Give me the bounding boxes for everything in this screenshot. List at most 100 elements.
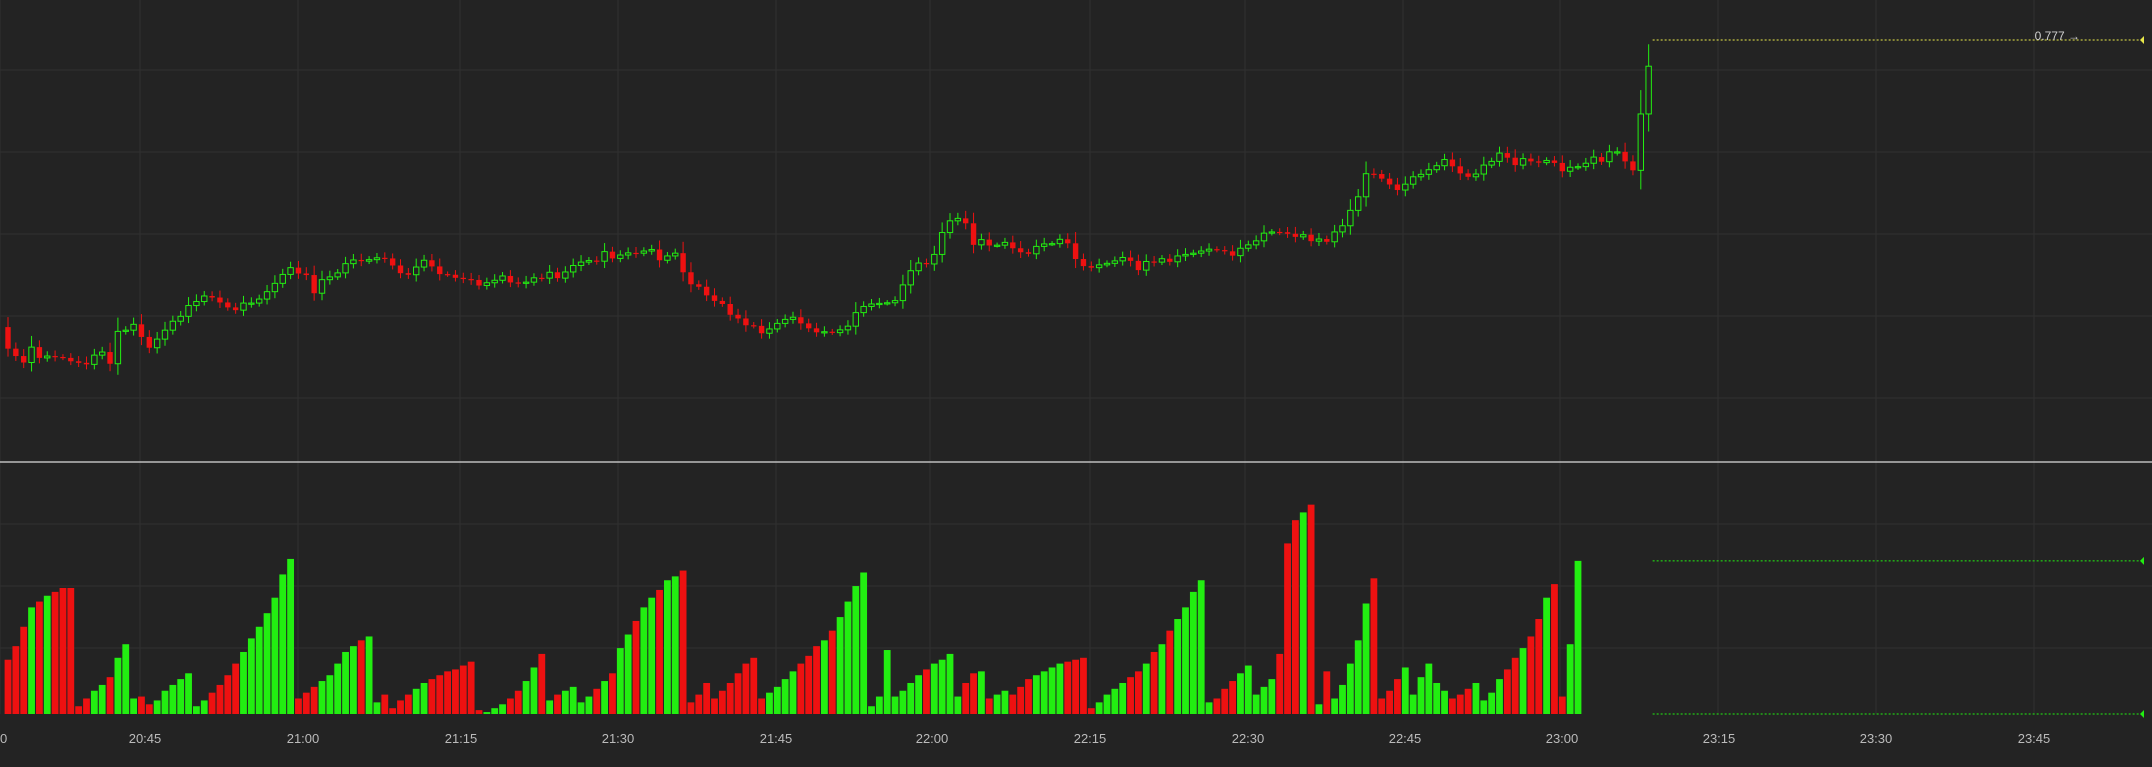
candle-up — [1315, 238, 1323, 242]
volume-bar — [978, 671, 985, 714]
volume-bar — [805, 655, 813, 714]
volume-bar — [12, 646, 20, 714]
grid — [0, 0, 2152, 714]
volume-bar — [216, 684, 224, 714]
volume-bar — [1409, 694, 1417, 714]
last-volume-marker — [2140, 556, 2144, 565]
candle-down — [1151, 261, 1157, 263]
candle-up — [946, 220, 954, 234]
candle-up — [562, 271, 569, 279]
candle-up — [1402, 183, 1409, 191]
candle-down — [735, 314, 741, 319]
candle-up — [836, 329, 844, 334]
volume-bar — [773, 686, 781, 714]
volume-bar — [1189, 591, 1197, 714]
volume-bar — [789, 671, 797, 714]
candle-up — [954, 217, 962, 222]
candle-down — [476, 279, 482, 286]
candle-down — [1025, 252, 1032, 254]
candle-up — [420, 259, 428, 268]
volume-bar — [1252, 694, 1260, 714]
volume-bar — [1009, 694, 1017, 714]
volume-bar — [1135, 671, 1142, 714]
candle-down — [703, 286, 710, 296]
volume-bar — [1150, 651, 1158, 714]
candle-down — [1065, 239, 1071, 244]
volume-bar — [742, 663, 750, 714]
candle-down — [751, 325, 757, 327]
volume-bar — [1182, 607, 1189, 714]
volume-bar — [1095, 702, 1103, 714]
candle-down — [232, 307, 239, 311]
candle-up — [1252, 240, 1260, 246]
candle-down — [75, 361, 82, 363]
volume-bar — [1040, 671, 1048, 714]
candle-up — [1300, 234, 1307, 238]
candle-up — [1480, 164, 1487, 175]
candle-up — [279, 273, 286, 284]
volume-bar — [491, 708, 499, 714]
candle-up — [640, 250, 648, 254]
volume-bar — [169, 684, 177, 714]
volume-bar — [428, 679, 436, 714]
candle-up — [342, 263, 349, 274]
candle-down — [1449, 159, 1456, 167]
candle-up — [1111, 260, 1119, 264]
candle-down — [688, 272, 694, 285]
candle-up — [169, 320, 177, 331]
volume-bar — [1401, 667, 1409, 714]
candle-up — [1033, 245, 1040, 255]
volume-bar — [412, 688, 420, 714]
candle-down — [405, 273, 412, 275]
volume-bar — [1519, 648, 1527, 714]
x-tick-label: 23:45 — [2018, 731, 2051, 746]
volume-bar — [51, 591, 59, 714]
volume-bar — [624, 634, 632, 714]
candle-down — [719, 300, 726, 304]
candle-down — [923, 263, 930, 265]
last-price-markers — [1652, 36, 2144, 718]
candle-up — [373, 257, 381, 261]
volume-bar — [1566, 644, 1574, 714]
volume-bar — [538, 653, 546, 714]
candle-down — [1394, 184, 1401, 191]
candle-down — [1551, 160, 1558, 163]
volume-bar — [326, 675, 334, 714]
candle-down — [1135, 260, 1142, 271]
volume-bar — [381, 694, 389, 714]
candle-up — [185, 305, 192, 317]
candle-down — [1622, 151, 1628, 162]
candle-up — [852, 312, 859, 327]
candle-up — [1245, 244, 1252, 249]
candle-up — [499, 275, 506, 281]
volume-bar — [98, 684, 106, 714]
volume-bar — [1142, 663, 1150, 714]
volume-bar — [1284, 543, 1291, 714]
volume-bar — [271, 597, 279, 714]
candle-down — [1379, 174, 1385, 179]
volume-bar — [1370, 578, 1378, 714]
volume-bar — [530, 667, 538, 714]
volume-bar — [1299, 512, 1307, 714]
volume-bar — [483, 712, 491, 714]
candle-down — [1222, 250, 1228, 252]
candle-up — [177, 315, 184, 322]
candle-up — [1174, 255, 1181, 263]
candle-down — [758, 325, 765, 334]
candle-up — [99, 351, 106, 356]
candle-down — [1284, 232, 1291, 234]
x-tick-label: 0 — [0, 731, 7, 746]
candle-up — [601, 251, 608, 262]
volume-bar — [59, 588, 67, 714]
candle-up — [774, 322, 781, 330]
candle-down — [1127, 257, 1134, 261]
candle-up — [868, 303, 875, 307]
volume-bar — [1472, 682, 1480, 714]
volume-bar — [1244, 665, 1252, 714]
volume-bar — [106, 677, 114, 714]
candle-down — [311, 275, 317, 294]
volume-bar — [1017, 686, 1025, 714]
candle-up — [263, 291, 271, 300]
volume-bar — [593, 688, 601, 714]
